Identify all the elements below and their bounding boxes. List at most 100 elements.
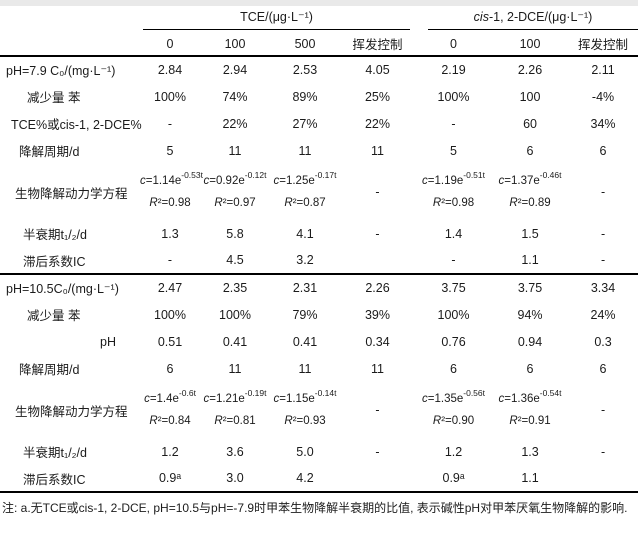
kinetic-equation: c=1.37e-0.46t bbox=[492, 171, 568, 188]
table-cell: 0.41 bbox=[222, 334, 248, 349]
table-cell: 11 bbox=[298, 361, 312, 376]
table-cell: 2.31 bbox=[270, 273, 340, 301]
table-cell bbox=[340, 247, 415, 274]
equation-cell: c=1.4e-0.6t R²=0.84 bbox=[140, 382, 200, 438]
row-label: 生物降解动力学方程 bbox=[15, 186, 128, 201]
table-cell: 1.1 bbox=[521, 253, 539, 267]
row-label: pH=7.9 C₀/(mg·L⁻¹) bbox=[6, 63, 116, 78]
equation-base: c=1.4e bbox=[144, 393, 179, 405]
equation-exponent: -0.12t bbox=[244, 170, 267, 181]
kinetic-equation: c=1.4e-0.6t bbox=[140, 389, 200, 406]
table-cell: 100% bbox=[219, 307, 251, 322]
equation-cell: c=0.92e-0.12t R²=0.97 bbox=[200, 164, 270, 220]
corner-cell bbox=[0, 6, 140, 32]
equation-exponent: -0.14t bbox=[314, 388, 337, 399]
equation-base: c=1.37e bbox=[498, 175, 540, 187]
r-squared: R²=0.98 bbox=[432, 197, 475, 209]
table-cell: 1.3 bbox=[521, 444, 539, 459]
row-label: 半衰期t₁/₂/d bbox=[23, 228, 87, 242]
r-squared: R²=0.81 bbox=[214, 415, 256, 427]
column-header-dce-0: 0 bbox=[415, 32, 493, 57]
table-cell: 6 bbox=[526, 143, 534, 158]
table-cell: 100% bbox=[437, 89, 470, 104]
table-row: pH=10.5C₀/(mg·L⁻¹) 2.47 2.35 2.31 2.26 3.75 3.… bbox=[0, 273, 638, 301]
table-cell: 1.3 bbox=[161, 226, 179, 241]
table-cell: 3.0 bbox=[226, 471, 244, 485]
table-cell: 5.0 bbox=[296, 444, 314, 459]
equation-base: c=1.19e bbox=[422, 175, 464, 187]
table-cell: 5.8 bbox=[226, 226, 244, 241]
table-cell bbox=[568, 465, 638, 492]
row-label: 滞后系数IC bbox=[23, 472, 86, 487]
column-group-tce: TCE/(μg·L⁻¹) bbox=[140, 6, 415, 32]
r-squared: R²=0.97 bbox=[214, 197, 256, 209]
corner-cell bbox=[0, 32, 140, 57]
equation-base: c=1.15e bbox=[273, 393, 315, 405]
column-header-dce-100: 100 bbox=[492, 32, 569, 57]
kinetic-equation: c=1.15e-0.14t bbox=[270, 389, 340, 406]
table-cell: 22% bbox=[364, 116, 391, 131]
table-cell: - bbox=[375, 444, 380, 459]
r-squared: R²=0.87 bbox=[284, 197, 326, 209]
equation-base: c=0.92e bbox=[203, 175, 245, 187]
r-squared: R²=0.90 bbox=[432, 415, 475, 427]
table-cell: 2.84 bbox=[157, 63, 183, 77]
equation-exponent: -0.54t bbox=[539, 388, 562, 399]
group-label-text: -1, 2-DCE/(μg·L⁻¹) bbox=[488, 9, 593, 24]
table-cell: 100% bbox=[154, 89, 186, 104]
section-ph-7-9: pH=7.9 C₀/(mg·L⁻¹) 2.84 2.94 2.53 4.05 2.19 2.… bbox=[0, 56, 638, 274]
table-cell: 6 bbox=[599, 143, 607, 158]
table-cell: 4.2 bbox=[296, 471, 314, 485]
kinetic-equation: c=0.92e-0.12t bbox=[200, 171, 270, 188]
table-row: 降解周期/d 6 11 11 11 6 6 6 bbox=[0, 355, 638, 382]
equation-exponent: -0.19t bbox=[244, 388, 267, 399]
table-row: 生物降解动力学方程 c=1.4e-0.6t R²=0.84 c=1.21e-0.19t… bbox=[0, 382, 638, 438]
equation-exponent: -0.6t bbox=[178, 388, 196, 399]
table-cell: 25% bbox=[364, 89, 391, 104]
table-cell: 3.2 bbox=[296, 253, 314, 267]
table-cell: 1.4 bbox=[444, 226, 463, 241]
table-cell bbox=[340, 465, 415, 492]
table-cell: 27% bbox=[292, 116, 318, 131]
table-cell: 74% bbox=[222, 89, 248, 104]
table-cell: 2.53 bbox=[292, 63, 318, 77]
table-cell: 5 bbox=[450, 143, 457, 158]
table-cell: 2.26 bbox=[517, 63, 543, 77]
table-row: 半衰期t₁/₂/d 1.3 5.8 4.1 - 1.4 1.5 - bbox=[0, 220, 638, 247]
table-cell: 1.2 bbox=[161, 444, 179, 459]
table-cell: 3.34 bbox=[568, 273, 638, 301]
equation-cell: c=1.37e-0.46t R²=0.89 bbox=[492, 164, 568, 220]
kinetic-equation: c=1.21e-0.19t bbox=[200, 389, 270, 406]
table-cell: 0.34 bbox=[365, 334, 390, 349]
table-cell: 0.9ᵃ bbox=[158, 471, 182, 485]
r-squared: R²=0.89 bbox=[509, 197, 551, 209]
table-cell: - bbox=[600, 226, 606, 241]
equation-exponent: -0.56t bbox=[463, 388, 486, 399]
row-label: 降解周期/d bbox=[19, 363, 80, 377]
table-cell: 0.76 bbox=[441, 334, 466, 349]
equation-exponent: -0.46t bbox=[539, 170, 562, 181]
table-cell: 34% bbox=[590, 116, 616, 131]
table-cell: 0.94 bbox=[517, 334, 543, 349]
column-header-tce-0: 0 bbox=[140, 32, 200, 57]
table-cell: 5 bbox=[166, 143, 174, 158]
equation-base: c=1.25e bbox=[273, 175, 315, 187]
equation-cell: c=1.35e-0.56t R²=0.90 bbox=[415, 382, 492, 438]
table-row: 半衰期t₁/₂/d 1.2 3.6 5.0 - 1.2 1.3 - bbox=[0, 438, 638, 465]
table-row: 生物降解动力学方程 c=1.14e-0.53t R²=0.98 c=0.92e-0.1… bbox=[0, 164, 638, 220]
table-cell: 4.5 bbox=[226, 253, 244, 267]
table-cell: 79% bbox=[292, 307, 318, 322]
group-label-text: TCE/(μg·L⁻¹) bbox=[240, 9, 313, 24]
table-cell: 11 bbox=[371, 143, 384, 158]
kinetic-equation: c=1.19e-0.51t bbox=[415, 171, 492, 188]
table-row: 滞后系数IC 0.9ᵃ 3.0 4.2 0.9ᵃ 1.1 bbox=[0, 465, 638, 492]
table-cell: 2.19 bbox=[441, 63, 466, 77]
equation-cell: c=1.15e-0.14t R²=0.93 bbox=[270, 382, 340, 438]
equation-cell: c=1.21e-0.19t R²=0.81 bbox=[200, 382, 270, 438]
table-cell: - bbox=[167, 116, 173, 131]
table-cell: 100 bbox=[519, 89, 541, 104]
section-ph-10-5: pH=10.5C₀/(mg·L⁻¹) 2.47 2.35 2.31 2.26 3.75 3.… bbox=[0, 273, 638, 492]
table-cell: 0.9ᵃ bbox=[442, 471, 465, 485]
equation-base: c=1.36e bbox=[498, 393, 540, 405]
